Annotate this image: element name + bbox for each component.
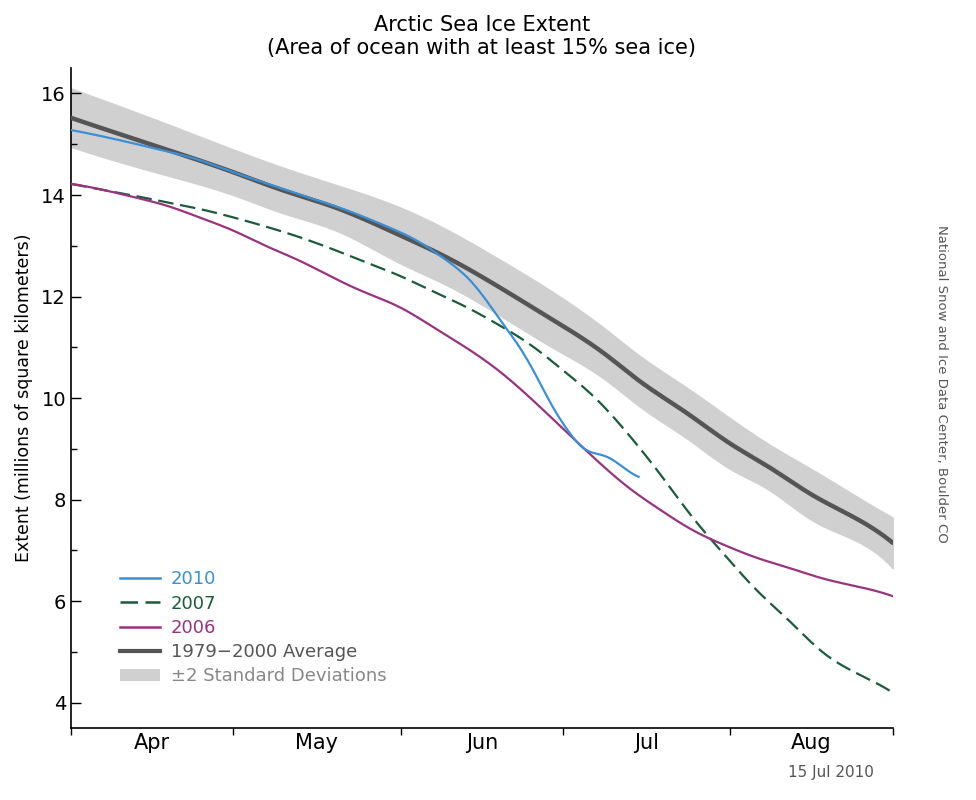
Title: Arctic Sea Ice Extent
(Area of ocean with at least 15% sea ice): Arctic Sea Ice Extent (Area of ocean wit… [267, 15, 696, 58]
Legend: 2010, 2007, 2006, 1979−2000 Average, ±2 Standard Deviations: 2010, 2007, 2006, 1979−2000 Average, ±2 … [113, 563, 393, 693]
Text: National Snow and Ice Data Center, Boulder CO: National Snow and Ice Data Center, Bould… [935, 225, 949, 543]
Text: 15 Jul 2010: 15 Jul 2010 [788, 765, 874, 780]
Y-axis label: Extent (millions of square kilometers): Extent (millions of square kilometers) [15, 234, 33, 562]
